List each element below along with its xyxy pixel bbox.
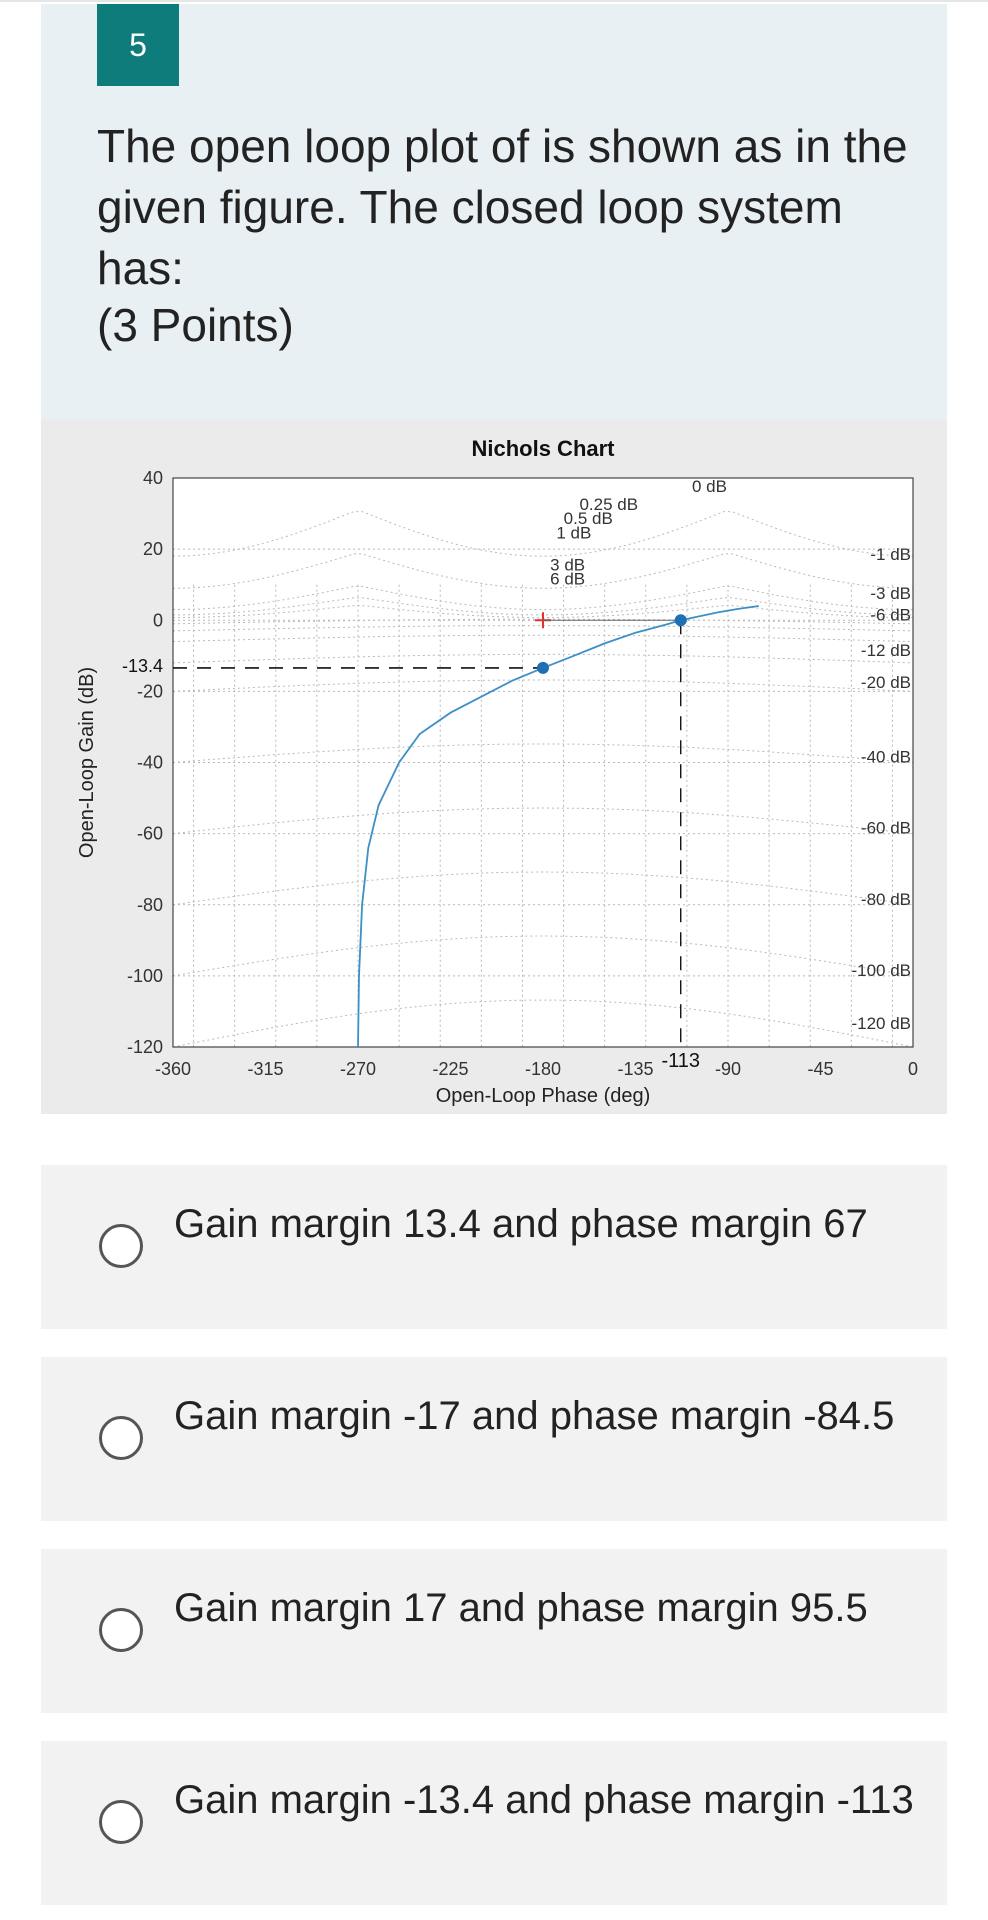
contour-label: -60 dB: [861, 819, 911, 838]
question-text: The open loop plot of is shown as in the…: [97, 120, 908, 294]
contour-label: -3 dB: [870, 584, 911, 603]
option-label: Gain margin -13.4 and phase margin -113: [174, 1778, 914, 1822]
chart-title: Nichols Chart: [471, 436, 615, 461]
radio-button[interactable]: [99, 1416, 143, 1460]
y-tick-label: -120: [127, 1037, 163, 1057]
plot-border: [172, 477, 914, 1048]
contour-label: -100 dB: [851, 961, 911, 980]
contour-label: 3 dB: [550, 555, 585, 574]
nichols-grid-contour: [172, 653, 914, 664]
contour-label: 1 dB: [556, 523, 591, 542]
option-label: Gain margin -17 and phase margin -84.5: [174, 1394, 895, 1438]
margin-point-marker: [674, 614, 687, 627]
question-number-badge: 5: [97, 4, 179, 86]
phase-crossover-label: -113: [661, 1050, 700, 1072]
x-tick-label: -135: [617, 1059, 653, 1079]
nichols-grid-contour: [173, 553, 913, 589]
x-tick-label: 0: [908, 1059, 918, 1079]
top-divider: [0, 0, 988, 2]
gain-margin-label: -13.4: [122, 656, 163, 676]
y-tick-label: 40: [143, 468, 163, 488]
option-3[interactable]: Gain margin 17 and phase margin 95.5: [41, 1549, 947, 1713]
nichols-grid-contour: [172, 511, 914, 557]
nichols-grid-contour: [172, 743, 914, 763]
x-tick-label: -90: [715, 1059, 741, 1079]
nichols-chart-figure: -360 -315 -270 -225 -180 -135 -90 -45 0 40 20 0 -20 -…: [41, 420, 947, 1114]
nichols-grid-contour: [172, 634, 914, 643]
nichols-grid-contour: [172, 679, 914, 692]
nichols-grid-contour: [172, 807, 914, 835]
contour-label: -80 dB: [861, 890, 911, 909]
contour-label: 0.25 dB: [579, 495, 638, 514]
contour-label: 0 dB: [692, 477, 727, 496]
option-label: Gain margin 17 and phase margin 95.5: [174, 1586, 868, 1630]
y-tick-label: -40: [137, 753, 163, 773]
y-axis-label: Open-Loop Gain (dB): [76, 667, 98, 858]
contour-label: -6 dB: [870, 605, 911, 624]
y-tick-label: 20: [143, 539, 163, 559]
x-tick-label: -225: [432, 1059, 468, 1079]
open-loop-curve: [357, 605, 759, 1048]
y-tick-label: -20: [137, 681, 163, 701]
option-4[interactable]: Gain margin -13.4 and phase margin -113: [41, 1741, 947, 1905]
contour-label: -1 dB: [870, 545, 911, 564]
radio-button[interactable]: [99, 1608, 143, 1652]
contour-label: 6 dB: [550, 570, 585, 589]
radio-button[interactable]: [99, 1224, 143, 1268]
margin-point-marker: [537, 661, 549, 674]
x-tick-label: -180: [525, 1059, 561, 1079]
y-tick-label: 0: [153, 610, 163, 630]
x-tick-label: -360: [155, 1059, 191, 1079]
x-tick-label: -270: [340, 1059, 376, 1079]
nichols-chart: -360 -315 -270 -225 -180 -135 -90 -45 0 40 20 0 -20 -…: [76, 436, 918, 1107]
question-points: (3 Points): [97, 299, 294, 351]
y-tick-label: -100: [127, 966, 163, 986]
nichols-grid-contour: [172, 999, 914, 1048]
contour-label: -12 dB: [861, 641, 911, 660]
contour-label: 0.5 dB: [564, 509, 613, 528]
y-tick-label: -80: [137, 895, 163, 915]
option-label: Gain margin 13.4 and phase margin 67: [174, 1202, 868, 1246]
x-tick-label: -45: [807, 1059, 833, 1079]
contour-label: -20 dB: [861, 673, 911, 692]
x-tick-label: -315: [247, 1059, 283, 1079]
x-axis-label: Open-Loop Phase (deg): [436, 1085, 651, 1107]
nichols-grid-contour: [172, 871, 914, 906]
contour-label: -40 dB: [861, 748, 911, 767]
nichols-grid-contour: [172, 935, 914, 977]
contour-label: -120 dB: [851, 1014, 911, 1033]
option-2[interactable]: Gain margin -17 and phase margin -84.5: [41, 1357, 947, 1521]
radio-button[interactable]: [99, 1800, 143, 1844]
y-tick-label: -60: [137, 824, 163, 844]
option-1[interactable]: Gain margin 13.4 and phase margin 67: [41, 1165, 947, 1329]
